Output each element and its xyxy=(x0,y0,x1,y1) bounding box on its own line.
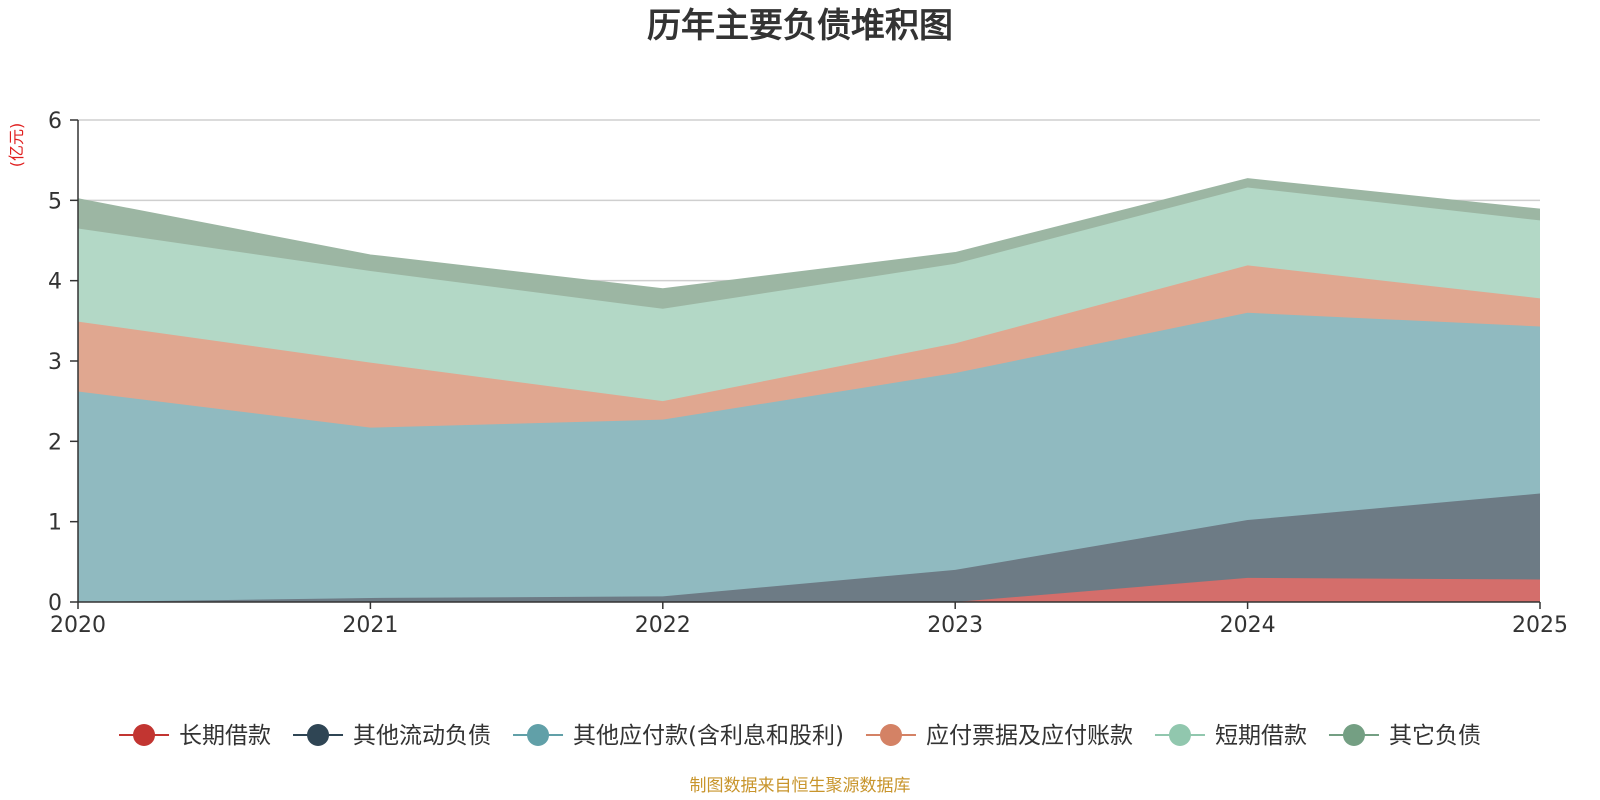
y-tick-label-5: 5 xyxy=(48,189,62,214)
y-tick-labels: 0 1 2 3 4 5 6 xyxy=(48,109,78,616)
legend-item-5[interactable]: 其它负债 xyxy=(1328,723,1481,749)
legend-item-3[interactable]: 应付票据及应付账款 xyxy=(865,723,1133,749)
area-series-5 xyxy=(78,178,1540,309)
x-tick-label-2023: 2023 xyxy=(927,613,983,638)
area-series-2 xyxy=(78,312,1540,602)
area-series-3 xyxy=(78,265,1540,428)
legend-label-3: 应付票据及应付账款 xyxy=(926,723,1133,749)
y-tick-label-1: 1 xyxy=(48,511,62,536)
legend-circle-icon-3 xyxy=(879,724,902,746)
legend-item-2[interactable]: 其他应付款(含利息和股利) xyxy=(513,723,844,749)
legend-circle-icon-4 xyxy=(1168,724,1191,746)
legend-label-1: 其他流动负债 xyxy=(353,723,491,749)
y-tick-label-6: 6 xyxy=(48,109,62,134)
y-axis-unit-label: (亿元) xyxy=(7,123,26,168)
x-tick-label-2021: 2021 xyxy=(342,613,398,638)
legend-item-1[interactable]: 其他流动负债 xyxy=(293,723,491,749)
legend-circle-icon-0 xyxy=(133,724,156,746)
legend-item-4[interactable]: 短期借款 xyxy=(1154,723,1307,749)
legend-circle-icon-2 xyxy=(527,724,550,746)
legend-label-4: 短期借款 xyxy=(1215,723,1307,749)
y-tick-label-3: 3 xyxy=(48,350,62,375)
line-series-5 xyxy=(77,178,1541,290)
chart-title: 历年主要负债堆积图 xyxy=(647,6,953,46)
area-series-1 xyxy=(78,493,1540,602)
y-tick-label-2: 2 xyxy=(48,430,62,455)
legend-circle-icon-1 xyxy=(307,724,330,746)
legend-item-0[interactable]: 长期借款 xyxy=(119,723,271,749)
x-tick-label-2025: 2025 xyxy=(1512,613,1568,638)
x-tick-label-2020: 2020 xyxy=(50,613,106,638)
line-series-4 xyxy=(77,186,1541,310)
y-tick-label-0: 0 xyxy=(48,591,62,616)
source-note: 制图数据来自恒生聚源数据库 xyxy=(690,776,911,796)
series-areas xyxy=(77,178,1541,603)
x-tick-labels: 2020 2021 2022 2023 2024 2025 xyxy=(50,602,1568,638)
legend-label-5: 其它负债 xyxy=(1389,723,1481,749)
legend: 长期借款 其他流动负债 其他应付款(含利息和股利) 应付票据及应付账款 短期借款 其它负债 xyxy=(119,723,1481,749)
y-tick-label-4: 4 xyxy=(48,270,62,295)
legend-circle-icon-5 xyxy=(1342,724,1365,746)
legend-label-2: 其他应付款(含利息和股利) xyxy=(573,723,844,749)
x-tick-label-2024: 2024 xyxy=(1220,613,1276,638)
area-series-4 xyxy=(78,187,1540,402)
legend-label-0: 长期借款 xyxy=(179,723,271,749)
x-tick-label-2022: 2022 xyxy=(635,613,691,638)
